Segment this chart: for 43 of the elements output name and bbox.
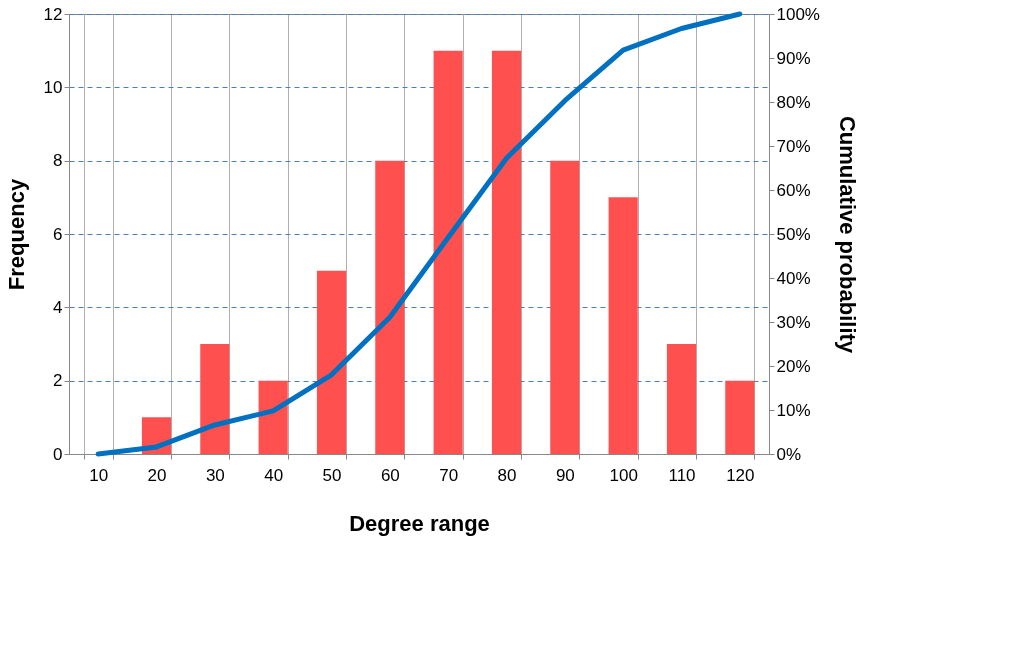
x-tick-label: 10	[89, 465, 109, 485]
bar	[491, 50, 522, 454]
x-tick-label: 90	[555, 465, 575, 485]
x-axis-title: Degree range	[349, 510, 490, 536]
x-tick-label: 30	[205, 465, 225, 485]
y2-tick-label: 100%	[776, 4, 820, 24]
bar	[433, 50, 463, 454]
x-tick-label: 60	[380, 465, 400, 485]
y2-tick-label: 80%	[776, 92, 811, 112]
y-tick-label: 0	[53, 444, 63, 464]
y-tick-label: 6	[53, 224, 63, 244]
x-tick-label: 120	[726, 465, 755, 485]
y-axis-title: Frequency	[3, 178, 29, 291]
x-tick-label: 50	[322, 465, 342, 485]
y2-axis-title: Cumulative probability	[834, 115, 860, 354]
y2-tick-label: 20%	[776, 356, 811, 376]
x-tick-label: 70	[439, 465, 459, 485]
y-tick-label: 8	[53, 151, 63, 171]
x-tick-label: 100	[609, 465, 638, 485]
y-tick-label: 2	[53, 371, 63, 391]
y2-tick-label: 0%	[776, 444, 802, 464]
y2-tick-label: 30%	[776, 312, 811, 332]
x-tick-label: 20	[147, 465, 167, 485]
y-tick-label: 10	[43, 77, 63, 97]
y2-tick-label: 60%	[776, 180, 811, 200]
y2-tick-label: 90%	[776, 48, 811, 68]
y-tick-label: 12	[43, 4, 63, 24]
x-tick-label: 40	[264, 465, 284, 485]
bar	[608, 197, 638, 454]
bar	[200, 344, 230, 454]
y2-tick-label: 10%	[776, 400, 811, 420]
bar	[666, 344, 697, 454]
y-tick-label: 4	[53, 297, 63, 317]
y2-tick-label: 70%	[776, 136, 811, 156]
bar	[550, 160, 580, 454]
bar	[375, 160, 405, 454]
bar	[725, 380, 755, 454]
bar	[258, 380, 288, 454]
x-tick-label: 80	[497, 465, 517, 485]
y2-tick-label: 50%	[776, 224, 811, 244]
x-tick-label: 110	[668, 465, 696, 485]
bar	[316, 270, 347, 454]
y2-tick-label: 40%	[776, 268, 811, 288]
